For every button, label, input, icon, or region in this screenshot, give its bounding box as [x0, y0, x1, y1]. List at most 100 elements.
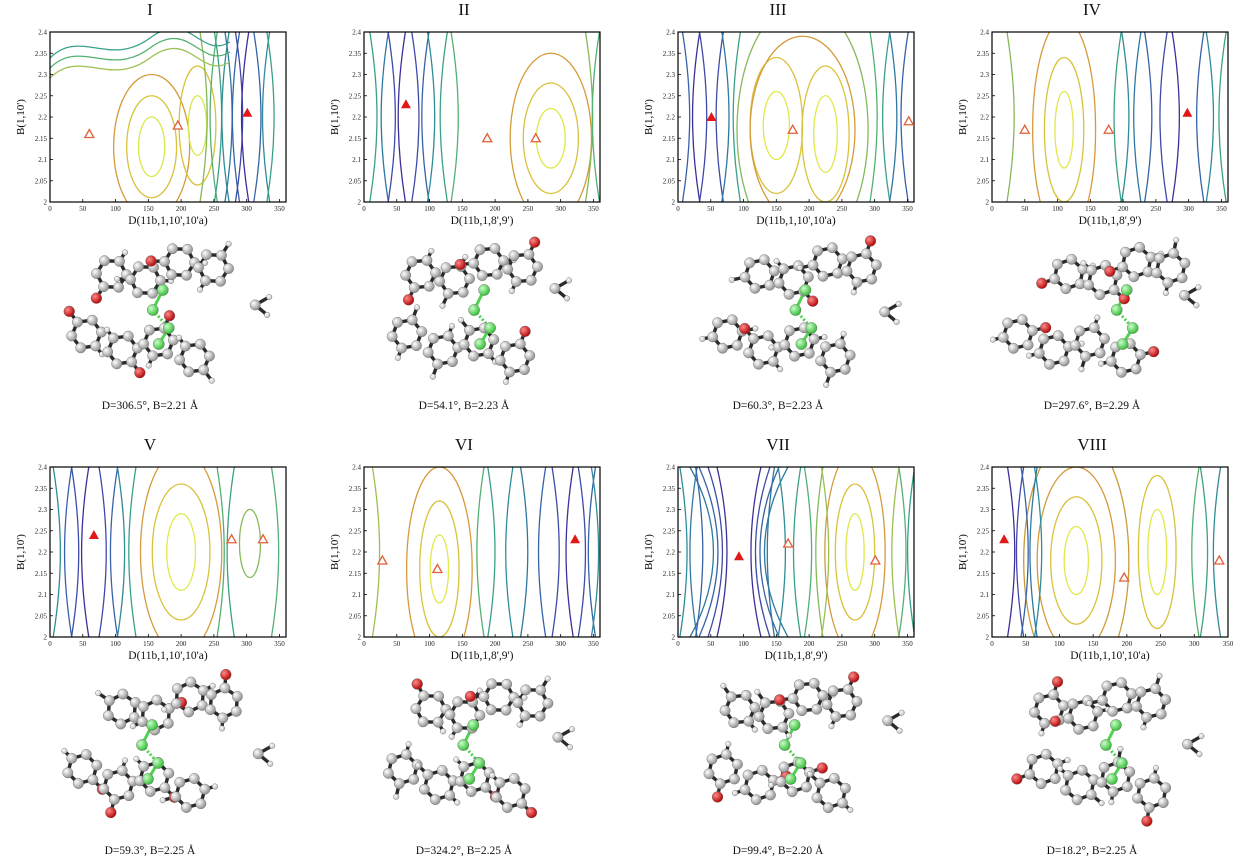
oxygen-atom — [711, 791, 724, 803]
carbon-atom — [494, 355, 506, 366]
carbon-atom — [216, 249, 227, 261]
carbon-atom — [817, 270, 829, 282]
hydrogen-atom — [122, 249, 129, 256]
oxygen-atom — [63, 305, 75, 317]
x-tick-label: 150 — [1085, 205, 1096, 213]
contour-level — [551, 467, 560, 637]
y-tick-label: 2.3 — [666, 71, 675, 79]
y-axis-label: B(1,10') — [643, 99, 655, 135]
hydrogen-atom — [219, 725, 226, 732]
bonds — [390, 240, 571, 384]
carbon-atom — [508, 250, 520, 262]
y-tick-label: 2.25 — [663, 92, 676, 100]
molecule-structure — [61, 668, 276, 819]
contour-level — [815, 467, 824, 637]
carbon-atom — [811, 792, 823, 804]
hydrogen-atom — [114, 275, 121, 282]
hydrogen-atom — [1193, 302, 1200, 309]
carbon-atom — [762, 723, 774, 735]
carbon-atom — [488, 334, 500, 345]
carbon-atom — [1154, 252, 1165, 264]
carbon-atom — [778, 263, 790, 275]
molecule-structure — [990, 237, 1202, 378]
x-tick-label: 300 — [869, 205, 880, 213]
x-tick-label: 150 — [457, 205, 468, 213]
x-tick-label: 200 — [804, 205, 815, 213]
carbon-atom — [1141, 711, 1153, 723]
x-tick-label: 300 — [869, 640, 880, 648]
x-tick-label: 300 — [1189, 640, 1200, 648]
x-tick-label: 100 — [1052, 205, 1063, 213]
carbon-atom — [108, 332, 119, 344]
contour-level — [1036, 467, 1117, 637]
carbon-atom — [778, 761, 790, 773]
x-tick-label: 250 — [1151, 205, 1162, 213]
hydrogen-atom — [489, 772, 496, 779]
x-tick-label: 50 — [393, 205, 401, 213]
carbon-atom — [117, 688, 129, 700]
saddle-marker — [1118, 571, 1130, 582]
carbon-atom — [1029, 706, 1040, 718]
carbon-atom — [174, 354, 186, 366]
carbon-atom — [1039, 717, 1051, 729]
carbon-atom — [817, 690, 829, 701]
carbon-atom — [166, 269, 177, 281]
carbon-atom — [1108, 284, 1120, 296]
carbon-atom — [1060, 283, 1072, 295]
atoms — [63, 240, 273, 384]
contour-level — [50, 47, 231, 79]
contour-level — [762, 90, 791, 161]
carbon-atom — [828, 772, 840, 784]
carbon-atom — [217, 712, 229, 724]
hydrogen-atom — [1098, 360, 1105, 367]
x-tick-label: 250 — [523, 640, 534, 648]
carbon-atom — [132, 287, 143, 299]
carbon-atom — [188, 773, 200, 784]
carbon-atom — [739, 271, 751, 283]
y-tick-label: 2.35 — [663, 50, 676, 58]
carbon-atom — [773, 277, 785, 289]
linker-atom — [146, 304, 159, 316]
y-tick-label: 2.4 — [666, 464, 675, 472]
carbon-atom — [822, 802, 834, 814]
x-tick-label: 350 — [274, 640, 285, 648]
y-tick-label: 2.35 — [349, 50, 362, 58]
panel-vi: VI 0 50 100 150 200 250 300 350 2 2.05 2.1 2.15 2.2 2… — [314, 435, 614, 865]
contour-level — [694, 467, 704, 637]
y-tick-label: 2.05 — [35, 612, 48, 620]
x-tick-label: 300 — [555, 205, 566, 213]
x-tick-label: 0 — [990, 205, 994, 213]
carbon-atom — [133, 261, 144, 273]
contour-plot: 0 50 100 150 200 250 300 350 2 2.05 2.1 2.15 2.2 2.25… — [643, 29, 915, 227]
hydrogen-atom — [208, 377, 215, 384]
carbon-atom — [534, 710, 546, 722]
carbon-atom — [767, 355, 779, 367]
contour-lines — [1006, 467, 1222, 637]
hydrogen-atom — [699, 335, 706, 342]
linker-atom — [784, 773, 797, 785]
carbon-atom — [155, 275, 166, 286]
contour-level — [1171, 32, 1181, 202]
hydrogen-atom — [462, 253, 469, 260]
hydrogen-atom — [448, 733, 455, 740]
minimum-marker — [88, 530, 99, 539]
carbon-atom — [1148, 772, 1160, 784]
y-tick-label: 2.35 — [977, 485, 990, 493]
contour-level — [820, 467, 830, 637]
contour-level — [698, 32, 708, 202]
hydrogen-atom — [457, 316, 464, 323]
panel-title: I — [147, 0, 153, 19]
linker-atom — [484, 322, 496, 334]
x-tick-label: 250 — [1155, 640, 1166, 648]
hydrogen-atom — [1198, 733, 1205, 740]
hydrogen-atom — [544, 675, 551, 682]
carbon-atom — [91, 759, 103, 771]
hydrogen-atom — [751, 726, 758, 733]
contour-level — [591, 32, 600, 202]
contour-level — [151, 483, 211, 621]
contour-level — [380, 32, 390, 202]
carbon-atom — [742, 769, 754, 781]
y-tick-label: 2.05 — [349, 177, 362, 185]
y-tick-label: 2.25 — [977, 527, 990, 535]
contour-level — [426, 32, 436, 202]
